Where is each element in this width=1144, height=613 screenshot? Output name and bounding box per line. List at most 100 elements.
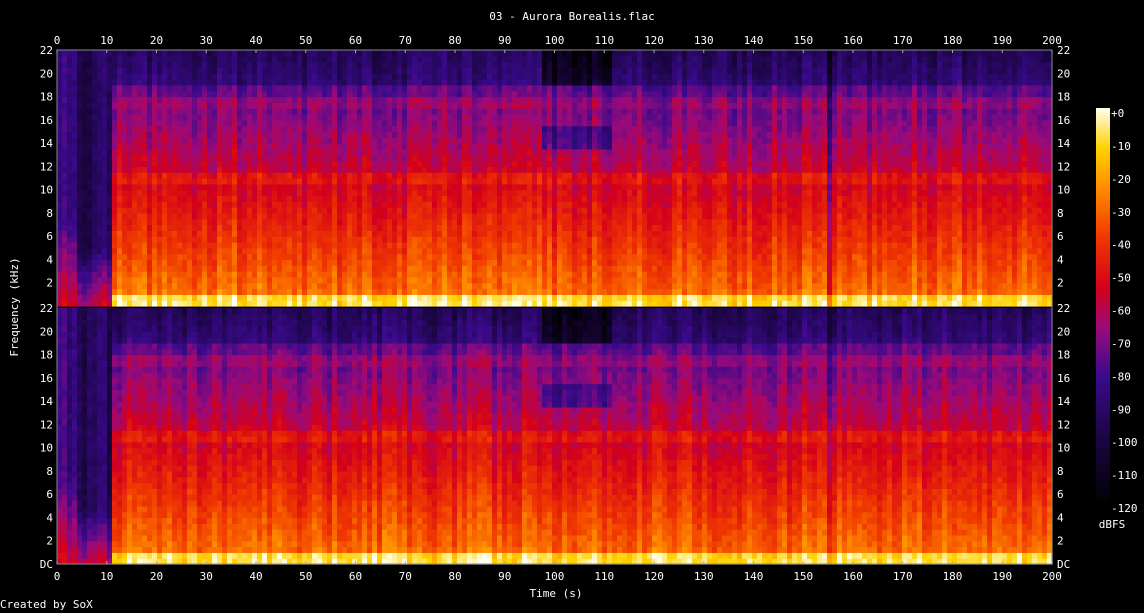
spectrogram-cell — [392, 119, 398, 127]
spectrogram-cell — [332, 207, 338, 214]
spectrogram-cell — [452, 218, 458, 226]
spectrogram-cell — [397, 183, 403, 191]
spectrogram-cell — [607, 84, 613, 92]
spectrogram-cell — [242, 253, 248, 261]
spectrogram-cell — [262, 294, 268, 301]
spectrogram-cell — [502, 288, 508, 295]
spectrogram-cell — [547, 90, 553, 98]
spectrogram-cell — [477, 300, 483, 307]
spectrogram-cell — [297, 265, 303, 272]
spectrogram-cell — [592, 201, 598, 208]
spectrogram-cell — [57, 195, 63, 202]
spectrogram-cell — [282, 96, 288, 103]
spectrogram-cell — [522, 172, 528, 179]
spectrogram-cell — [272, 294, 278, 301]
spectrogram-cell — [542, 276, 548, 284]
spectrogram-cell — [92, 131, 98, 138]
spectrogram-cell — [537, 212, 543, 220]
spectrogram-cell — [182, 73, 188, 80]
spectrogram-cell — [437, 218, 443, 226]
spectrogram-cell — [127, 218, 133, 226]
spectrogram-cell — [72, 67, 78, 74]
spectrogram-cell — [322, 218, 328, 226]
spectrogram-cell — [252, 224, 258, 231]
spectrogram-cell — [232, 84, 238, 92]
spectrogram-cell — [242, 125, 248, 133]
spectrogram-cell — [602, 143, 608, 150]
spectrogram-cell — [507, 178, 513, 185]
spectrogram-cell — [517, 276, 523, 284]
spectrogram-cell — [142, 172, 148, 179]
spectrogram-cell — [482, 79, 488, 86]
spectrogram-cell — [107, 218, 113, 226]
spectrogram-cell — [482, 212, 488, 220]
spectrogram-cell — [322, 207, 328, 214]
spectrogram-cell — [522, 73, 528, 80]
spectrogram-cell — [82, 108, 88, 115]
spectrogram-cell — [192, 137, 198, 144]
spectrogram-cell — [237, 166, 243, 173]
spectrogram-cell — [102, 102, 108, 109]
spectrogram-cell — [192, 224, 198, 231]
spectrogram-cell — [447, 131, 453, 138]
spectrogram-cell — [102, 119, 108, 127]
spectrogram-cell — [187, 207, 193, 214]
spectrogram-cell — [602, 189, 608, 197]
spectrogram-cell — [262, 242, 268, 249]
spectrogram-cell — [407, 224, 413, 231]
spectrogram-cell — [57, 148, 63, 156]
spectrogram-cell — [462, 189, 468, 197]
spectrogram-cell — [437, 148, 443, 156]
spectrogram-cell — [392, 294, 398, 301]
spectrogram-cell — [612, 230, 618, 237]
spectrogram-cell — [157, 247, 163, 255]
spectrogram-cell — [352, 148, 358, 156]
spectrogram-cell — [492, 119, 498, 127]
spectrogram-cell — [247, 50, 253, 57]
spectrogram-cell — [467, 143, 473, 150]
spectrogram-cell — [502, 247, 508, 255]
spectrogram-cell — [502, 108, 508, 115]
spectrogram-cell — [537, 259, 543, 266]
spectrogram-cell — [477, 224, 483, 231]
spectrogram-cell — [192, 294, 198, 301]
spectrogram-cell — [262, 114, 268, 121]
spectrogram-cell — [492, 178, 498, 185]
spectrogram-cell — [232, 96, 238, 103]
spectrogram-cell — [222, 61, 228, 69]
spectrogram-cell — [97, 160, 103, 167]
spectrogram-cell — [347, 154, 353, 162]
spectrogram-cell — [402, 201, 408, 208]
spectrogram-cell — [417, 84, 423, 92]
spectrogram-cell — [132, 242, 138, 249]
spectrogram-cell — [482, 253, 488, 261]
spectrogram-cell — [62, 212, 68, 220]
spectrogram-cell — [127, 148, 133, 156]
spectrogram-cell — [617, 271, 623, 278]
spectrogram-cell — [547, 178, 553, 185]
spectrogram-cell — [97, 96, 103, 103]
spectrogram-cell — [622, 160, 628, 167]
spectrogram-cell — [362, 282, 368, 290]
spectrogram-cell — [202, 96, 208, 103]
spectrogram-cell — [152, 265, 158, 272]
spectrogram-cell — [517, 61, 523, 69]
spectrogram-cell — [92, 236, 98, 243]
spectrogram-cell — [162, 114, 168, 121]
spectrogram-cell — [157, 79, 163, 86]
spectrogram-cell — [217, 178, 223, 185]
spectrogram-cell — [182, 55, 188, 63]
spectrogram-cell — [127, 160, 133, 167]
spectrogram-cell — [222, 247, 228, 255]
spectrogram-cell — [237, 108, 243, 115]
spectrogram-cell — [272, 67, 278, 74]
spectrogram-cell — [597, 131, 603, 138]
spectrogram-cell — [322, 282, 328, 290]
spectrogram-cell — [387, 50, 393, 57]
spectrogram-cell — [227, 300, 233, 307]
spectrogram-cell — [542, 102, 548, 109]
spectrogram-cell — [202, 224, 208, 231]
spectrogram-cell — [62, 230, 68, 237]
spectrogram-cell — [142, 148, 148, 156]
spectrogram-cell — [182, 84, 188, 92]
